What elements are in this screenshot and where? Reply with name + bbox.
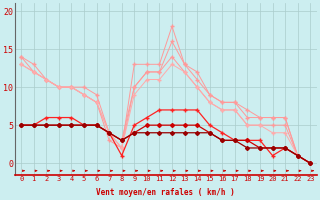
X-axis label: Vent moyen/en rafales ( km/h ): Vent moyen/en rafales ( km/h ) — [96, 188, 235, 197]
